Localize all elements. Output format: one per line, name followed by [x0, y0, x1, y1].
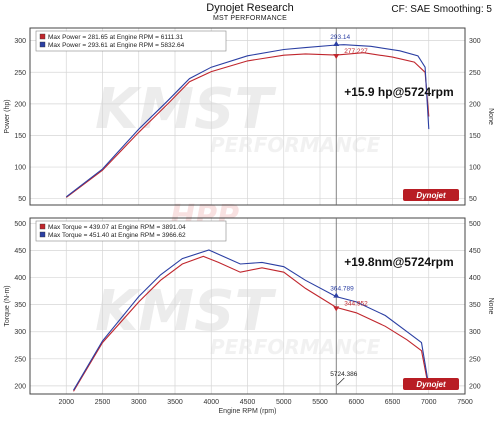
y-tick-label: 250 [14, 356, 26, 363]
red-point-marker [333, 306, 340, 312]
y-tick-label: 500 [14, 221, 26, 228]
y-tick-label-right: 450 [469, 248, 481, 255]
x-tick-label: 2000 [58, 399, 74, 406]
y-tick-label-right: 500 [469, 221, 481, 228]
dynojet-logo-text: Dynojet [416, 380, 446, 389]
y-tick-label: 300 [14, 38, 26, 45]
x-tick-label: 2500 [95, 399, 111, 406]
legend: Max Torque = 439.07 at Engine RPM = 3891… [35, 220, 227, 242]
dynojet-logo-badge [403, 378, 459, 390]
y-axis-label-right: None [487, 108, 494, 125]
red-point-label: 344.952 [344, 300, 368, 307]
y-tick-label: 50 [18, 196, 26, 203]
y-tick-label: 400 [14, 275, 26, 282]
rpm-marker-label: 5724.386 [330, 371, 357, 378]
legend-entry: Max Power = 281.65 at Engine RPM = 6111.… [48, 34, 184, 41]
y-tick-label: 150 [14, 133, 26, 140]
y-axis-label: Torque (N-m) [4, 285, 11, 326]
watermark-text-2: PERFORMANCE [210, 133, 381, 157]
x-tick-label: 4000 [203, 399, 219, 406]
x-tick-label: 3000 [131, 399, 147, 406]
correction-factor-label: CF: SAE Smoothing: 5 [391, 4, 492, 15]
y-tick-label-right: 350 [469, 302, 481, 309]
watermark-text-1: KMST [95, 77, 276, 142]
legend-box [35, 30, 227, 52]
y-axis-label-right: None [487, 298, 494, 315]
plot-frame [29, 27, 466, 206]
chart-subtitle: MST PERFORMANCE [212, 15, 288, 22]
y-tick-label: 250 [14, 70, 26, 77]
y-tick-label-right: 50 [469, 196, 477, 203]
series-line-blue [65, 44, 430, 198]
watermark-text-5: PERFORMANCE [210, 335, 381, 359]
y-tick-label: 450 [14, 248, 26, 255]
dynojet-logo-badge [403, 189, 459, 201]
watermark-text-4: KMST [95, 279, 276, 344]
chart-panel-1: 50 50 100 100 150 150 200 200 250 250 300 300 Power … [4, 27, 494, 206]
series-line-blue [73, 249, 430, 391]
y-tick-label-right: 300 [469, 329, 481, 336]
y-tick-label-right: 250 [469, 356, 481, 363]
red-point-marker [333, 54, 340, 60]
y-axis-label: Power (hp) [4, 99, 11, 133]
legend-entry: Max Power = 293.61 at Engine RPM = 5832.… [48, 42, 185, 49]
x-tick-label: 6500 [385, 399, 401, 406]
y-tick-label-right: 250 [469, 70, 481, 77]
red-point-label: 277.227 [344, 48, 368, 55]
x-tick-label: 3500 [167, 399, 183, 406]
y-tick-label: 200 [14, 101, 26, 108]
legend-swatch [39, 231, 46, 238]
y-tick-label-right: 300 [469, 38, 481, 45]
y-tick-label: 100 [14, 165, 26, 172]
y-tick-label-right: 150 [469, 133, 481, 140]
x-axis-label: Engine RPM (rpm) [219, 408, 277, 415]
blue-point-marker [333, 41, 340, 47]
rpm-marker-arrow [336, 377, 345, 386]
plot-frame [29, 217, 466, 395]
y-tick-label: 200 [14, 383, 26, 390]
legend-entry: Max Torque = 439.07 at Engine RPM = 3891… [48, 224, 186, 231]
x-tick-label: 7500 [457, 399, 473, 406]
x-tick-label: 5500 [312, 399, 328, 406]
x-tick-label: 6000 [348, 399, 364, 406]
gain-callout: +19.8nm@5724rpm [344, 255, 453, 269]
y-tick-label: 300 [14, 329, 26, 336]
gain-callout: +15.9 hp@5724rpm [344, 85, 453, 99]
y-tick-label: 350 [14, 302, 26, 309]
chart-title: Dynojet Research [206, 2, 294, 14]
y-tick-label-right: 100 [469, 165, 481, 172]
blue-point-label: 293.14 [330, 34, 350, 41]
dynojet-logo-text: Dynojet [416, 191, 446, 200]
series-line-red [65, 52, 430, 198]
y-tick-label-right: 400 [469, 275, 481, 282]
blue-point-label: 364.789 [330, 286, 354, 293]
legend-entry: Max Torque = 451.40 at Engine RPM = 3966… [48, 232, 186, 239]
legend-swatch [39, 223, 46, 230]
y-tick-label-right: 200 [469, 383, 481, 390]
x-tick-label: 4500 [240, 399, 256, 406]
legend-box [35, 220, 227, 242]
x-tick-label: 5000 [276, 399, 292, 406]
x-tick-label: 7000 [421, 399, 437, 406]
series-line-red [73, 255, 430, 392]
y-tick-label-right: 200 [469, 101, 481, 108]
legend: Max Power = 281.65 at Engine RPM = 6111.… [35, 30, 227, 52]
legend-swatch [39, 33, 46, 40]
chart-panel-2: 200 200 250 250 300 300 350 350 400 400 450 450 500 5… [4, 217, 494, 415]
blue-point-marker [333, 292, 340, 298]
legend-swatch [39, 41, 46, 48]
